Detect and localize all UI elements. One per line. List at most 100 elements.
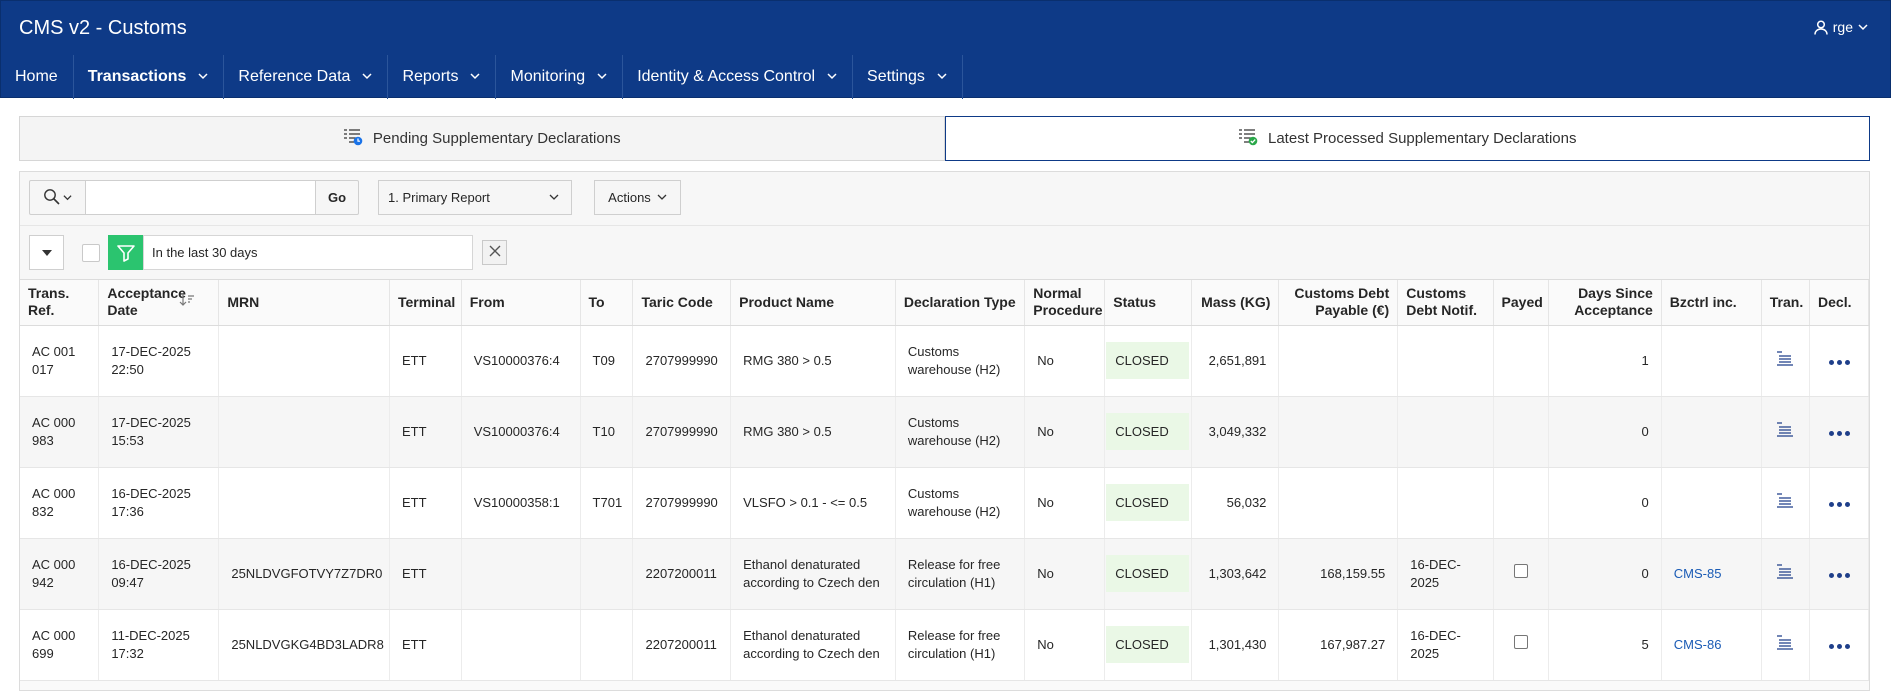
more-actions-icon[interactable] bbox=[1828, 501, 1850, 507]
nav-item-reports[interactable]: Reports bbox=[388, 55, 497, 99]
filter-icon[interactable] bbox=[108, 235, 143, 270]
col-header-from[interactable]: From bbox=[461, 280, 581, 326]
cell-declaration-type: Release for free circulation (H1) bbox=[895, 609, 1026, 681]
col-header-decl[interactable]: Decl. bbox=[1809, 280, 1869, 326]
cell-payed bbox=[1493, 396, 1549, 468]
cell-declaration-type: Customs warehouse (H2) bbox=[895, 467, 1026, 539]
col-header-label: Acceptance Date bbox=[107, 285, 186, 319]
col-header-to[interactable]: To bbox=[580, 280, 634, 326]
col-header-customs-debt-notif[interactable]: Customs Debt Notif. bbox=[1397, 280, 1494, 326]
search-input[interactable] bbox=[86, 180, 316, 215]
cell-terminal: ETT bbox=[389, 467, 462, 539]
more-actions-icon[interactable] bbox=[1828, 430, 1850, 436]
details-list-icon[interactable] bbox=[1776, 422, 1794, 440]
payed-checkbox[interactable] bbox=[1513, 564, 1528, 578]
cell-mass: 2,651,891 bbox=[1191, 325, 1280, 397]
actions-button[interactable]: Actions bbox=[594, 180, 681, 215]
tab-label: Latest Processed Supplementary Declarati… bbox=[1268, 130, 1577, 147]
tab-latest-processed-supplementary-declarations[interactable]: Latest Processed Supplementary Declarati… bbox=[944, 116, 1870, 161]
cell-customs-debt-notif bbox=[1397, 396, 1494, 468]
col-header-mass[interactable]: Mass (KG) bbox=[1191, 280, 1280, 326]
filter-enable-checkbox[interactable] bbox=[82, 244, 100, 262]
col-header-status[interactable]: Status bbox=[1104, 280, 1193, 326]
col-header-declaration-type[interactable]: Declaration Type bbox=[895, 280, 1026, 326]
cell-decl bbox=[1809, 396, 1869, 468]
status-badge: CLOSED bbox=[1106, 413, 1190, 450]
list-clock-icon bbox=[343, 128, 363, 150]
cell-terminal: ETT bbox=[389, 396, 462, 468]
more-actions-icon[interactable] bbox=[1828, 572, 1850, 578]
status-badge: CLOSED bbox=[1106, 484, 1190, 521]
go-button[interactable]: Go bbox=[316, 180, 359, 215]
chevron-down-icon bbox=[657, 190, 667, 205]
cell-from: VS10000358:1 bbox=[461, 467, 581, 539]
col-header-mrn[interactable]: MRN bbox=[218, 280, 390, 326]
app-title[interactable]: CMS v2 - Customs bbox=[19, 17, 187, 39]
user-name: rge bbox=[1832, 19, 1853, 35]
cell-customs-debt-payable bbox=[1278, 396, 1399, 468]
nav-item-reference-data[interactable]: Reference Data bbox=[224, 55, 389, 99]
cell-normal-procedure: No bbox=[1024, 396, 1106, 468]
details-list-icon[interactable] bbox=[1776, 493, 1794, 511]
more-actions-icon[interactable] bbox=[1828, 359, 1850, 365]
col-header-bzctrl-inc[interactable]: Bzctrl inc. bbox=[1661, 280, 1762, 326]
details-list-icon[interactable] bbox=[1776, 564, 1794, 582]
chevron-down-icon bbox=[63, 190, 72, 205]
cell-acceptance-date: 17-DEC-2025 15:53 bbox=[98, 396, 220, 468]
cell-mrn bbox=[218, 325, 390, 397]
report-select[interactable]: 1. Primary Report bbox=[378, 180, 572, 215]
payed-checkbox[interactable] bbox=[1513, 635, 1528, 649]
chevron-down-icon bbox=[549, 190, 559, 205]
remove-filter-button[interactable] bbox=[482, 240, 507, 265]
tab-pending-supplementary-declarations[interactable]: Pending Supplementary Declarations bbox=[19, 116, 945, 161]
nav-item-settings[interactable]: Settings bbox=[853, 55, 963, 99]
col-header-trans-ref[interactable]: Trans. Ref. bbox=[20, 280, 100, 326]
nav-item-label: Settings bbox=[867, 68, 925, 85]
collapse-filters-button[interactable] bbox=[29, 235, 64, 270]
nav-item-identity-access-control[interactable]: Identity & Access Control bbox=[623, 55, 854, 99]
report-toolbar: Go 1. Primary Report Actions bbox=[20, 172, 1869, 226]
more-actions-icon[interactable] bbox=[1828, 643, 1850, 649]
cell-declaration-type: Release for free circulation (H1) bbox=[895, 538, 1026, 610]
cell-product-name: Ethanol denaturated according to Czech d… bbox=[730, 609, 896, 681]
search-columns-button[interactable] bbox=[29, 180, 86, 215]
nav-item-transactions[interactable]: Transactions bbox=[74, 55, 225, 99]
filter-description[interactable]: In the last 30 days bbox=[143, 235, 473, 270]
col-header-normal-procedure[interactable]: Normal Procedure bbox=[1024, 280, 1106, 326]
user-menu[interactable]: rge bbox=[1814, 19, 1868, 35]
cell-mass: 3,049,332 bbox=[1191, 396, 1280, 468]
cell-days-since-acceptance: 0 bbox=[1548, 396, 1662, 468]
search-icon bbox=[43, 188, 60, 208]
cell-days-since-acceptance: 0 bbox=[1548, 467, 1662, 539]
list-check-icon bbox=[1238, 128, 1258, 150]
col-header-product-name[interactable]: Product Name bbox=[730, 280, 896, 326]
cell-mrn bbox=[218, 396, 390, 468]
cell-tran bbox=[1761, 609, 1811, 681]
cell-from bbox=[461, 609, 581, 681]
col-header-taric-code[interactable]: Taric Code bbox=[632, 280, 732, 326]
col-header-terminal[interactable]: Terminal bbox=[389, 280, 462, 326]
cell-status: CLOSED bbox=[1104, 609, 1193, 681]
col-header-days-since-acceptance[interactable]: Days Since Acceptance bbox=[1548, 280, 1662, 326]
bzctrl-link[interactable]: CMS-85 bbox=[1673, 565, 1722, 581]
nav-item-home[interactable]: Home bbox=[1, 55, 74, 99]
col-header-customs-debt-payable[interactable]: Customs Debt Payable (€) bbox=[1278, 280, 1399, 326]
details-list-icon[interactable] bbox=[1776, 635, 1794, 653]
cell-normal-procedure: No bbox=[1024, 538, 1106, 610]
col-header-acceptance-date[interactable]: Acceptance Date bbox=[98, 280, 220, 326]
nav-item-monitoring[interactable]: Monitoring bbox=[496, 55, 624, 99]
cell-customs-debt-notif: 16-DEC-2025 bbox=[1397, 609, 1494, 681]
nav-item-label: Reference Data bbox=[238, 68, 351, 85]
status-badge: CLOSED bbox=[1106, 555, 1190, 592]
cell-customs-debt-notif: 16-DEC-2025 bbox=[1397, 538, 1494, 610]
cell-decl bbox=[1809, 609, 1869, 681]
cell-from: VS10000376:4 bbox=[461, 396, 581, 468]
cell-terminal: ETT bbox=[389, 609, 462, 681]
chevron-down-icon bbox=[827, 68, 837, 86]
col-header-tran[interactable]: Tran. bbox=[1761, 280, 1811, 326]
col-header-payed[interactable]: Payed bbox=[1493, 280, 1549, 326]
cell-from: VS10000376:4 bbox=[461, 325, 581, 397]
cell-trans-ref: AC 000 983 bbox=[20, 396, 100, 468]
bzctrl-link[interactable]: CMS-86 bbox=[1673, 636, 1722, 652]
details-list-icon[interactable] bbox=[1776, 351, 1794, 369]
